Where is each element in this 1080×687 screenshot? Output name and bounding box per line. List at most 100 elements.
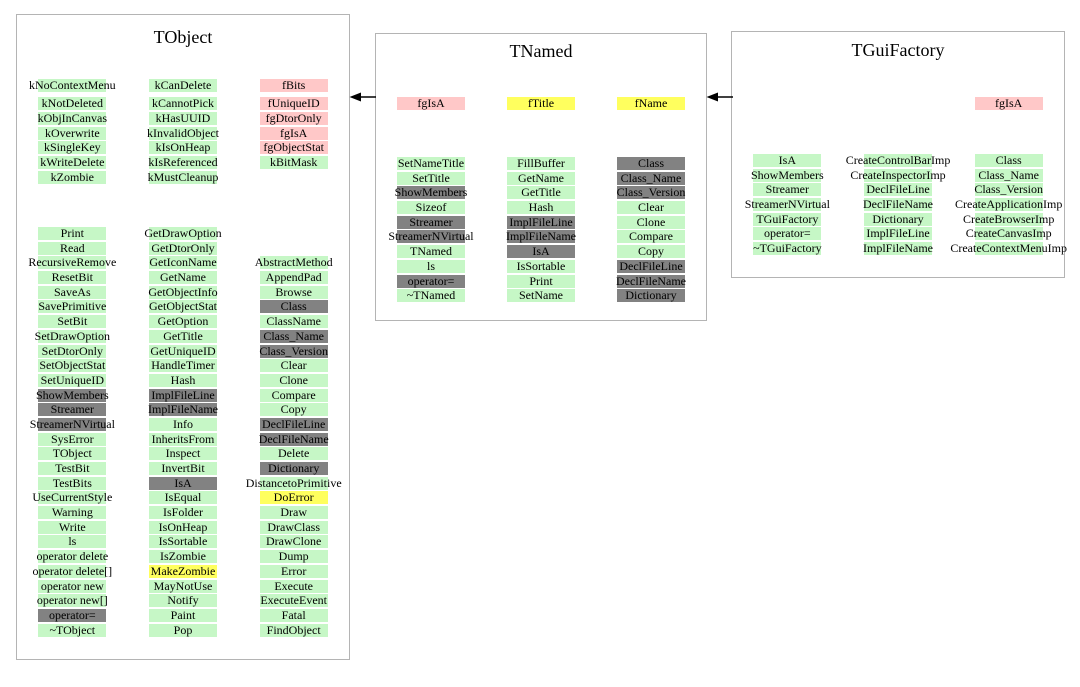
member-cell-IsA[interactable]: IsA [149, 476, 217, 490]
field-cell-kWriteDelete[interactable]: kWriteDelete [38, 155, 107, 169]
member-cell-Error[interactable]: Error [259, 564, 328, 578]
member-cell-Compare[interactable]: Compare [259, 388, 328, 402]
member-cell-Clear[interactable]: Clear [617, 201, 685, 215]
field-cell-kMustCleanup[interactable]: kMustCleanup [148, 170, 218, 184]
field-cell-fgDtorOnly[interactable]: fgDtorOnly [259, 111, 328, 125]
member-cell-DeclFileName[interactable]: DeclFileName [259, 432, 329, 446]
member-cell-Hash[interactable]: Hash [149, 373, 217, 387]
member-cell-StreamerNVirtual[interactable]: StreamerNVirtual [30, 417, 115, 431]
member-cell-~TNamed[interactable]: ~TNamed [397, 289, 465, 303]
member-cell-Clone[interactable]: Clone [259, 373, 328, 387]
member-cell-SysError[interactable]: SysError [38, 432, 107, 446]
member-cell-SetBit[interactable]: SetBit [38, 315, 107, 329]
member-cell-DrawClone[interactable]: DrawClone [259, 535, 328, 549]
field-cell-fgObjectStat[interactable]: fgObjectStat [259, 141, 328, 155]
member-cell-IsA[interactable]: IsA [507, 245, 575, 259]
member-cell-TestBit[interactable]: TestBit [38, 462, 107, 475]
member-cell-ImplFileLine[interactable]: ImplFileLine [864, 227, 932, 241]
field-cell-fName[interactable]: fName [617, 97, 685, 110]
member-cell-Hash[interactable]: Hash [507, 201, 575, 215]
member-cell-GetObjectStat[interactable]: GetObjectStat [149, 300, 217, 314]
member-cell-Dump[interactable]: Dump [259, 550, 328, 564]
field-cell-fgIsA[interactable]: fgIsA [397, 97, 465, 110]
member-cell-CreateCanvasImp[interactable]: CreateCanvasImp [966, 227, 1052, 241]
member-cell-~TGuiFactory[interactable]: ~TGuiFactory [753, 242, 822, 256]
member-cell-Inspect[interactable]: Inspect [149, 447, 217, 461]
member-cell-Pop[interactable]: Pop [149, 623, 217, 637]
member-cell-CreateApplicationImp[interactable]: CreateApplicationImp [955, 198, 1062, 212]
member-cell-IsA[interactable]: IsA [753, 154, 822, 167]
field-cell-fBits[interactable]: fBits [259, 79, 328, 92]
member-cell-FindObject[interactable]: FindObject [259, 623, 328, 637]
member-cell-SetObjectStat[interactable]: SetObjectStat [38, 359, 107, 373]
member-cell-RecursiveRemove[interactable]: RecursiveRemove [28, 256, 116, 270]
field-cell-kIsOnHeap[interactable]: kIsOnHeap [149, 141, 217, 155]
member-cell-~TObject[interactable]: ~TObject [38, 623, 107, 637]
member-cell-operator=[interactable]: operator= [753, 227, 822, 241]
member-cell-Sizeof[interactable]: Sizeof [397, 201, 465, 215]
member-cell-Dictionary[interactable]: Dictionary [864, 212, 932, 226]
member-cell-GetTitle[interactable]: GetTitle [149, 329, 217, 343]
member-cell-Class_Version[interactable]: Class_Version [617, 186, 685, 200]
member-cell-TestBits[interactable]: TestBits [38, 476, 107, 490]
member-cell-Class[interactable]: Class [617, 157, 685, 170]
member-cell-Write[interactable]: Write [38, 520, 107, 534]
field-cell-kSingleKey[interactable]: kSingleKey [38, 141, 107, 155]
member-cell-ls[interactable]: ls [38, 535, 107, 549]
member-cell-Print[interactable]: Print [38, 227, 107, 240]
member-cell-GetObjectInfo[interactable]: GetObjectInfo [148, 285, 218, 299]
member-cell-GetDtorOnly[interactable]: GetDtorOnly [149, 241, 217, 255]
field-cell-kZombie[interactable]: kZombie [38, 170, 107, 184]
field-cell-kInvalidObject[interactable]: kInvalidObject [147, 126, 219, 140]
member-cell-Fatal[interactable]: Fatal [259, 608, 328, 622]
member-cell-SavePrimitive[interactable]: SavePrimitive [38, 300, 107, 314]
member-cell-IsOnHeap[interactable]: IsOnHeap [149, 520, 217, 534]
member-cell-Dictionary[interactable]: Dictionary [617, 289, 685, 303]
member-cell-operator new[interactable]: operator new [38, 579, 107, 593]
member-cell-DeclFileName[interactable]: DeclFileName [863, 198, 933, 212]
member-cell-DistancetoPrimitive[interactable]: DistancetoPrimitive [246, 476, 342, 490]
member-cell-SetTitle[interactable]: SetTitle [397, 171, 465, 185]
member-cell-SetName[interactable]: SetName [507, 289, 575, 303]
member-cell-Copy[interactable]: Copy [259, 403, 328, 417]
member-cell-SetDrawOption[interactable]: SetDrawOption [35, 329, 110, 343]
member-cell-ShowMembers[interactable]: ShowMembers [751, 168, 824, 182]
member-cell-ResetBit[interactable]: ResetBit [38, 271, 107, 285]
member-cell-Streamer[interactable]: Streamer [397, 215, 465, 229]
member-cell-CreateControlBarImp[interactable]: CreateControlBarImp [846, 154, 950, 167]
member-cell-Class_Name[interactable]: Class_Name [259, 329, 328, 343]
member-cell-operator new[][interactable]: operator new[] [37, 594, 108, 608]
member-cell-GetIconName[interactable]: GetIconName [149, 256, 217, 270]
member-cell-Class[interactable]: Class [974, 154, 1043, 167]
member-cell-Clear[interactable]: Clear [259, 359, 328, 373]
member-cell-MayNotUse[interactable]: MayNotUse [149, 579, 217, 593]
member-cell-Class_Name[interactable]: Class_Name [974, 168, 1043, 182]
member-cell-DeclFileLine[interactable]: DeclFileLine [617, 259, 685, 273]
member-cell-AbstractMethod[interactable]: AbstractMethod [255, 256, 333, 270]
member-cell-Warning[interactable]: Warning [38, 506, 107, 520]
member-cell-Class[interactable]: Class [259, 300, 328, 314]
member-cell-DeclFileLine[interactable]: DeclFileLine [864, 183, 932, 197]
member-cell-DeclFileLine[interactable]: DeclFileLine [259, 417, 328, 431]
member-cell-GetOption[interactable]: GetOption [149, 315, 217, 329]
member-cell-operator=[interactable]: operator= [38, 608, 107, 622]
member-cell-Print[interactable]: Print [507, 274, 575, 288]
member-cell-Paint[interactable]: Paint [149, 608, 217, 622]
member-cell-ExecuteEvent[interactable]: ExecuteEvent [259, 594, 328, 608]
field-cell-kNotDeleted[interactable]: kNotDeleted [38, 97, 107, 111]
member-cell-ImplFileName[interactable]: ImplFileName [506, 230, 576, 244]
member-cell-Streamer[interactable]: Streamer [753, 183, 822, 197]
field-cell-kOverwrite[interactable]: kOverwrite [38, 126, 107, 140]
field-cell-kNoContextMenu[interactable]: kNoContextMenu [29, 79, 116, 92]
member-cell-Class_Version[interactable]: Class_Version [974, 183, 1043, 197]
member-cell-TNamed[interactable]: TNamed [397, 245, 465, 259]
member-cell-ShowMembers[interactable]: ShowMembers [36, 388, 109, 402]
member-cell-ImplFileName[interactable]: ImplFileName [148, 403, 218, 417]
member-cell-InheritsFrom[interactable]: InheritsFrom [149, 432, 217, 446]
field-cell-kHasUUID[interactable]: kHasUUID [149, 111, 217, 125]
member-cell-Execute[interactable]: Execute [259, 579, 328, 593]
field-cell-fgIsA[interactable]: fgIsA [259, 126, 328, 140]
member-cell-Notify[interactable]: Notify [149, 594, 217, 608]
member-cell-CreateInspectorImp[interactable]: CreateInspectorImp [850, 168, 946, 182]
member-cell-SetUniqueID[interactable]: SetUniqueID [38, 373, 107, 387]
